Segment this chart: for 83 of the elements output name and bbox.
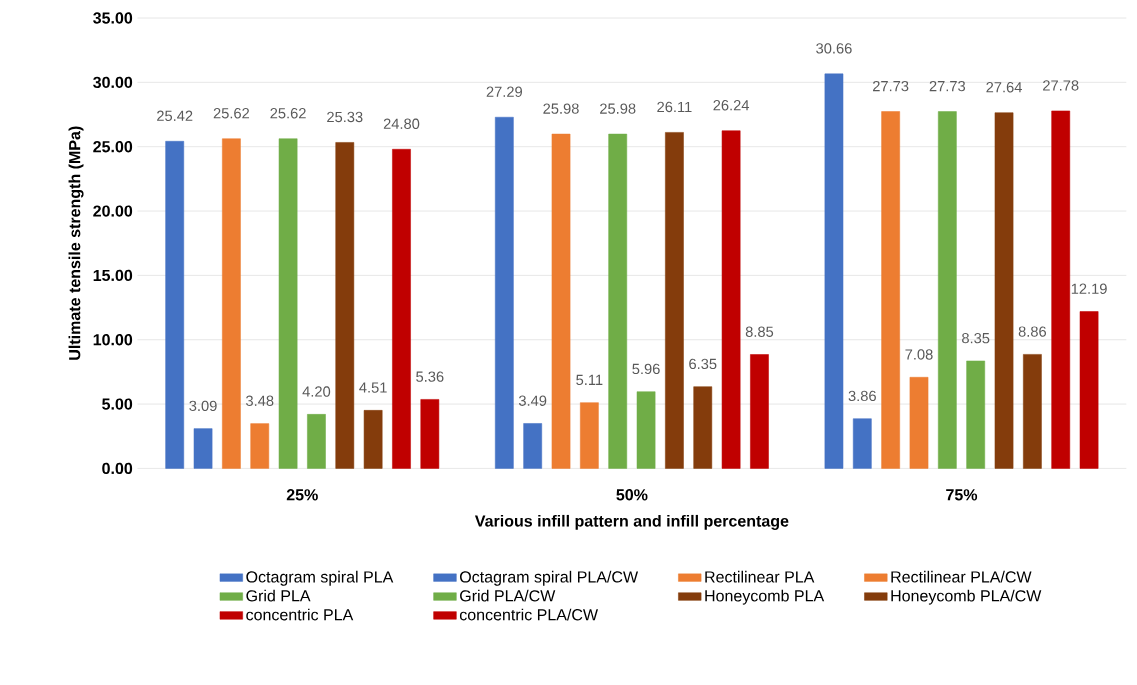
- x-axis-title: Various infill pattern and infill percentage: [474, 515, 789, 531]
- bar: [193, 428, 213, 469]
- data-label: 26.24: [713, 100, 750, 111]
- bar: [363, 410, 383, 469]
- y-tick-label: 30.00: [93, 76, 133, 89]
- bar: [693, 386, 713, 469]
- data-label: 5.36: [416, 371, 444, 383]
- data-label: 3.09: [189, 400, 217, 412]
- bar: [721, 130, 741, 469]
- data-label: 25.62: [270, 108, 306, 119]
- data-label: 25.42: [157, 110, 193, 122]
- data-label: 24.80: [383, 118, 420, 130]
- data-label: 4.20: [302, 386, 331, 397]
- data-label: 8.86: [1018, 326, 1047, 337]
- data-label: 8.35: [962, 333, 990, 344]
- legend-label: Honeycomb PLA: [705, 589, 825, 605]
- bar: [750, 354, 769, 469]
- y-tick-label: 25.00: [93, 141, 133, 153]
- y-tick-label: 0.00: [102, 462, 133, 475]
- data-label: 25.98: [600, 103, 636, 115]
- data-label: 7.08: [905, 349, 933, 360]
- data-label: 27.73: [929, 81, 966, 92]
- bar: [551, 134, 571, 469]
- bar: [938, 111, 957, 469]
- bar: [824, 73, 844, 469]
- legend-label: Grid PLA/CW: [460, 589, 556, 602]
- bar: [222, 138, 241, 469]
- bar: [994, 112, 1014, 469]
- bar: [278, 138, 298, 469]
- bar: [392, 149, 411, 469]
- legend-label: Honeycomb PLA/CW: [891, 589, 1042, 605]
- data-label: 12.19: [1071, 283, 1107, 295]
- legend-label: Grid PLA: [246, 589, 311, 602]
- data-label: 26.11: [657, 101, 692, 113]
- data-label: 5.96: [632, 363, 660, 375]
- bar: [580, 402, 599, 469]
- bar: [665, 132, 684, 469]
- y-tick-label: 5.00: [102, 398, 133, 410]
- bar: [165, 141, 185, 469]
- data-label: 3.86: [848, 390, 876, 402]
- x-tick-label: 50%: [616, 489, 648, 501]
- bar: [523, 423, 543, 469]
- data-label: 27.29: [486, 86, 522, 98]
- data-label: 25.33: [327, 111, 363, 123]
- bar: [608, 134, 628, 469]
- y-tick-label: 35.00: [93, 12, 133, 24]
- bar: [335, 142, 355, 469]
- data-label: 5.11: [576, 375, 603, 386]
- data-label: 25.98: [543, 103, 579, 115]
- data-label: 25.62: [213, 108, 250, 119]
- y-axis-title: Ultimate tensile strength (MPa): [68, 126, 84, 360]
- data-label: 3.48: [246, 395, 274, 407]
- legend-label: Rectilinear PLA: [705, 571, 815, 583]
- y-tick-label: 15.00: [93, 269, 133, 282]
- bar: [881, 111, 900, 469]
- bar: [1051, 110, 1071, 469]
- bar: [494, 117, 514, 469]
- y-tick-label: 20.00: [93, 205, 133, 217]
- bar: [1079, 311, 1099, 469]
- bar: [250, 423, 270, 469]
- data-label: 27.64: [986, 82, 1022, 93]
- bar: [307, 414, 326, 469]
- bar: [852, 418, 872, 469]
- bar: [1023, 354, 1042, 469]
- legend-label: Octagram spiral PLA/CW: [460, 571, 639, 586]
- x-tick-label: 25%: [286, 489, 318, 501]
- bar: [636, 391, 656, 469]
- legend-label: Rectilinear PLA/CW: [891, 571, 1032, 583]
- y-tick-label: 10.00: [93, 334, 133, 346]
- bar: [420, 399, 440, 469]
- data-label: 6.35: [689, 358, 717, 370]
- data-label: 27.78: [1043, 80, 1079, 91]
- data-label: 8.85: [745, 326, 774, 338]
- data-label: 3.49: [518, 395, 547, 407]
- legend-label: concentric PLA/CW: [459, 608, 598, 621]
- x-tick-label: 75%: [946, 489, 978, 501]
- legend-label: concentric PLA: [246, 608, 354, 621]
- bar: [966, 360, 986, 469]
- data-label: 4.51: [359, 382, 387, 393]
- legend-label: Octagram spiral PLA: [246, 571, 394, 586]
- data-label: 27.73: [873, 81, 909, 92]
- bar: [909, 377, 929, 469]
- data-label: 30.66: [816, 43, 852, 54]
